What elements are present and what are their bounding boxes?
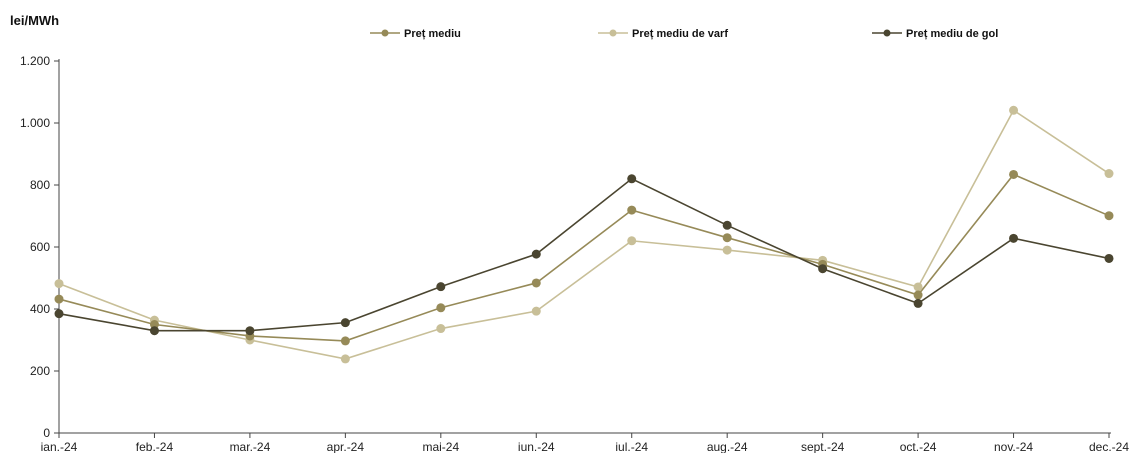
y-tick-label: 200 <box>30 364 50 378</box>
x-tick-label: iun.-24 <box>518 440 555 453</box>
data-point <box>149 320 159 329</box>
data-point <box>1009 233 1019 243</box>
series-1-points <box>54 105 1114 364</box>
x-tick-label: nov.-24 <box>994 440 1033 453</box>
series-1 <box>58 109 1110 360</box>
legend-label: Preț mediu de varf <box>632 28 728 40</box>
x-tick-label: sept.-24 <box>801 440 845 453</box>
data-point <box>722 220 732 230</box>
data-point <box>149 326 159 336</box>
axes: 0 200 400 600 800 1.000 1.200 ian.-24 feb.-24 mar… <box>20 54 1129 453</box>
series-2-points <box>54 174 1114 336</box>
y-tick-label: 1.000 <box>20 116 50 130</box>
y-tick-label: 800 <box>30 178 50 192</box>
y-tick-label: 600 <box>30 240 50 254</box>
data-point <box>436 324 446 334</box>
legend-label: Preț mediu <box>404 28 461 40</box>
data-point <box>54 294 64 304</box>
data-point <box>627 236 637 246</box>
data-point <box>436 303 446 313</box>
series-line <box>58 173 1110 342</box>
data-point <box>722 233 732 243</box>
data-point <box>340 336 350 346</box>
x-tick-label: ian.-24 <box>41 440 78 453</box>
x-tick-label: mar.-24 <box>230 440 271 453</box>
x-tick-label: iul.-24 <box>615 440 648 453</box>
data-point <box>436 282 446 292</box>
data-point <box>722 245 732 255</box>
data-point <box>818 264 828 274</box>
data-point <box>913 290 923 300</box>
data-point <box>245 326 255 336</box>
legend-marker <box>381 29 389 37</box>
x-tick-label: mai-24 <box>422 440 459 453</box>
legend-item: Preț mediu de varf <box>598 28 728 40</box>
data-point <box>340 318 350 328</box>
legend-marker <box>883 29 891 37</box>
data-point <box>627 205 637 215</box>
y-tick-label: 0 <box>43 426 50 440</box>
series-2 <box>58 177 1110 332</box>
data-point <box>1104 169 1114 179</box>
data-point <box>1009 169 1019 179</box>
y-tick-label: 400 <box>30 302 50 316</box>
y-axis-unit-label: lei/MWh <box>10 13 59 28</box>
data-point <box>1104 211 1114 221</box>
legend: Preț mediu Preț mediu de varf Preț mediu d… <box>370 28 998 40</box>
x-tick-label: apr.-24 <box>327 440 365 453</box>
legend-item: Preț mediu de gol <box>872 28 998 40</box>
x-tick-label: feb.-24 <box>136 440 174 453</box>
data-point <box>913 298 923 308</box>
data-point <box>531 306 541 316</box>
data-point <box>627 174 637 184</box>
x-tick-label: oct.-24 <box>900 440 937 453</box>
legend-marker <box>609 29 617 37</box>
series-layer <box>54 105 1114 364</box>
series-0 <box>58 173 1110 342</box>
data-point <box>1104 253 1114 263</box>
series-0-points <box>54 169 1114 346</box>
data-point <box>913 282 923 292</box>
x-tick-label: dec.-24 <box>1089 440 1129 453</box>
legend-item: Preț mediu <box>370 28 461 40</box>
series-line <box>58 177 1110 332</box>
data-point <box>54 279 64 289</box>
data-point <box>531 278 541 288</box>
data-point <box>531 249 541 259</box>
y-tick-label: 1.200 <box>20 54 50 68</box>
legend-label: Preț mediu de gol <box>906 28 998 40</box>
data-point <box>54 309 64 319</box>
x-tick-label: aug.-24 <box>707 440 748 453</box>
data-point <box>340 354 350 364</box>
series-line <box>58 109 1110 360</box>
data-point <box>1009 105 1019 115</box>
